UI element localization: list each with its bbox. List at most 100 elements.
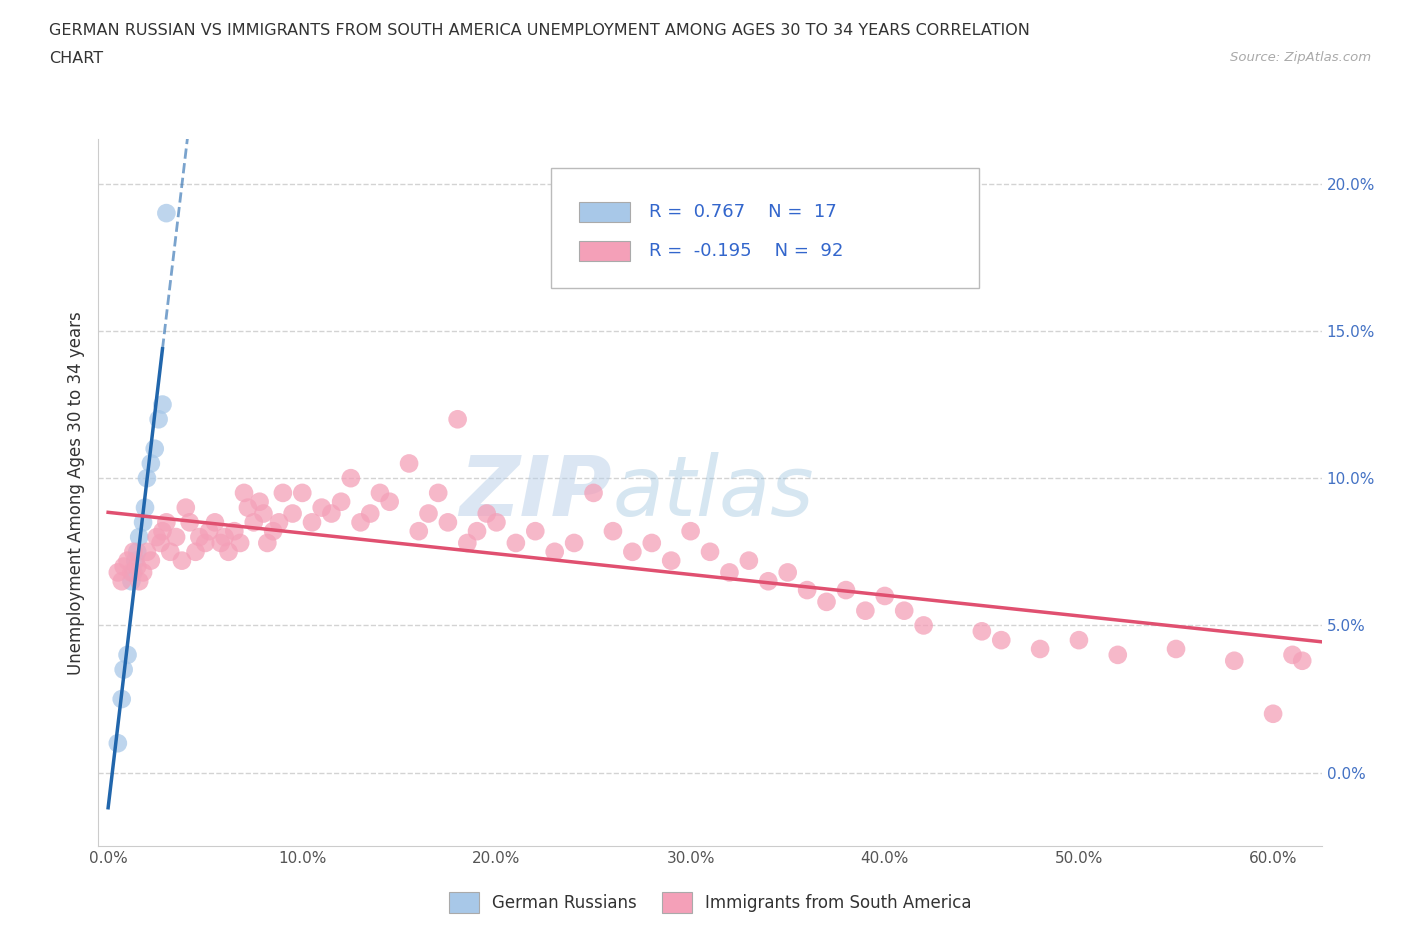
Point [256, 536, 278, 551]
Point [602, 524, 624, 538]
Point [252, 506, 274, 521]
Point [262, 524, 284, 538]
Point [281, 506, 304, 521]
Point [112, 662, 135, 677]
Point [524, 524, 547, 538]
Point [159, 544, 181, 559]
Point [321, 506, 343, 521]
Point [815, 594, 838, 609]
Point [249, 495, 271, 510]
Point [139, 456, 162, 471]
Text: GERMAN RUSSIAN VS IMMIGRANTS FROM SOUTH AMERICA UNEMPLOYMENT AMONG AGES 30 TO 34: GERMAN RUSSIAN VS IMMIGRANTS FROM SOUTH … [49, 23, 1031, 38]
Point [152, 524, 174, 538]
Point [349, 515, 371, 530]
Point [184, 544, 207, 559]
Point [679, 524, 702, 538]
Point [218, 544, 240, 559]
FancyBboxPatch shape [551, 167, 979, 288]
Point [641, 536, 664, 551]
Point [242, 515, 264, 530]
Point [224, 524, 246, 538]
Point [117, 553, 139, 568]
Point [659, 553, 682, 568]
Point [475, 506, 498, 521]
Point [174, 500, 197, 515]
Point [214, 530, 236, 545]
Point [1067, 632, 1090, 647]
Point [170, 553, 193, 568]
Legend: German Russians, Immigrants from South America: German Russians, Immigrants from South A… [441, 885, 979, 919]
Point [111, 574, 134, 589]
Point [738, 553, 761, 568]
Point [1291, 653, 1313, 668]
Point [127, 544, 149, 559]
Point [1281, 647, 1303, 662]
Point [136, 471, 159, 485]
Point [194, 536, 217, 551]
Point [408, 524, 430, 538]
Point [128, 530, 150, 545]
Point [301, 515, 323, 530]
Point [155, 206, 177, 220]
Point [155, 515, 177, 530]
Point [330, 495, 353, 510]
Point [990, 632, 1012, 647]
Point [291, 485, 314, 500]
Point [465, 524, 488, 538]
Point [271, 485, 294, 500]
Point [544, 544, 567, 559]
Point [145, 530, 167, 545]
Point [107, 736, 129, 751]
Point [1261, 707, 1284, 722]
Point [582, 485, 605, 500]
Point [165, 530, 187, 545]
Point [120, 574, 142, 589]
Point [117, 647, 139, 662]
Point [132, 515, 155, 530]
FancyBboxPatch shape [579, 241, 630, 261]
Point [912, 618, 935, 633]
Point [398, 456, 420, 471]
Point [132, 565, 155, 580]
Point [198, 524, 221, 538]
Point [233, 485, 256, 500]
Point [107, 565, 129, 580]
Point [111, 692, 134, 707]
Point [148, 412, 170, 427]
Point [718, 565, 741, 580]
Point [112, 559, 135, 574]
Point [120, 565, 142, 580]
Point [562, 536, 585, 551]
Point [835, 582, 858, 598]
Point [446, 412, 468, 427]
Point [1029, 642, 1052, 657]
Point [149, 536, 172, 551]
Text: Source: ZipAtlas.com: Source: ZipAtlas.com [1230, 51, 1371, 64]
Point [204, 515, 226, 530]
Point [776, 565, 799, 580]
Point [699, 544, 721, 559]
Point [378, 495, 401, 510]
Point [136, 544, 159, 559]
Point [853, 604, 876, 618]
Point [456, 536, 478, 551]
Point [124, 553, 146, 568]
Point [143, 442, 166, 457]
Y-axis label: Unemployment Among Ages 30 to 34 years: Unemployment Among Ages 30 to 34 years [66, 311, 84, 675]
Point [152, 397, 174, 412]
Point [127, 559, 149, 574]
Point [873, 589, 896, 604]
Point [1107, 647, 1129, 662]
Point [893, 604, 915, 618]
Point [134, 500, 156, 515]
Text: R =  0.767    N =  17: R = 0.767 N = 17 [648, 203, 837, 221]
Point [1164, 642, 1187, 657]
Point [418, 506, 440, 521]
Point [1223, 653, 1246, 668]
Point [122, 544, 145, 559]
Point [139, 553, 162, 568]
Point [485, 515, 508, 530]
Point [368, 485, 391, 500]
Point [179, 515, 201, 530]
Point [311, 500, 333, 515]
